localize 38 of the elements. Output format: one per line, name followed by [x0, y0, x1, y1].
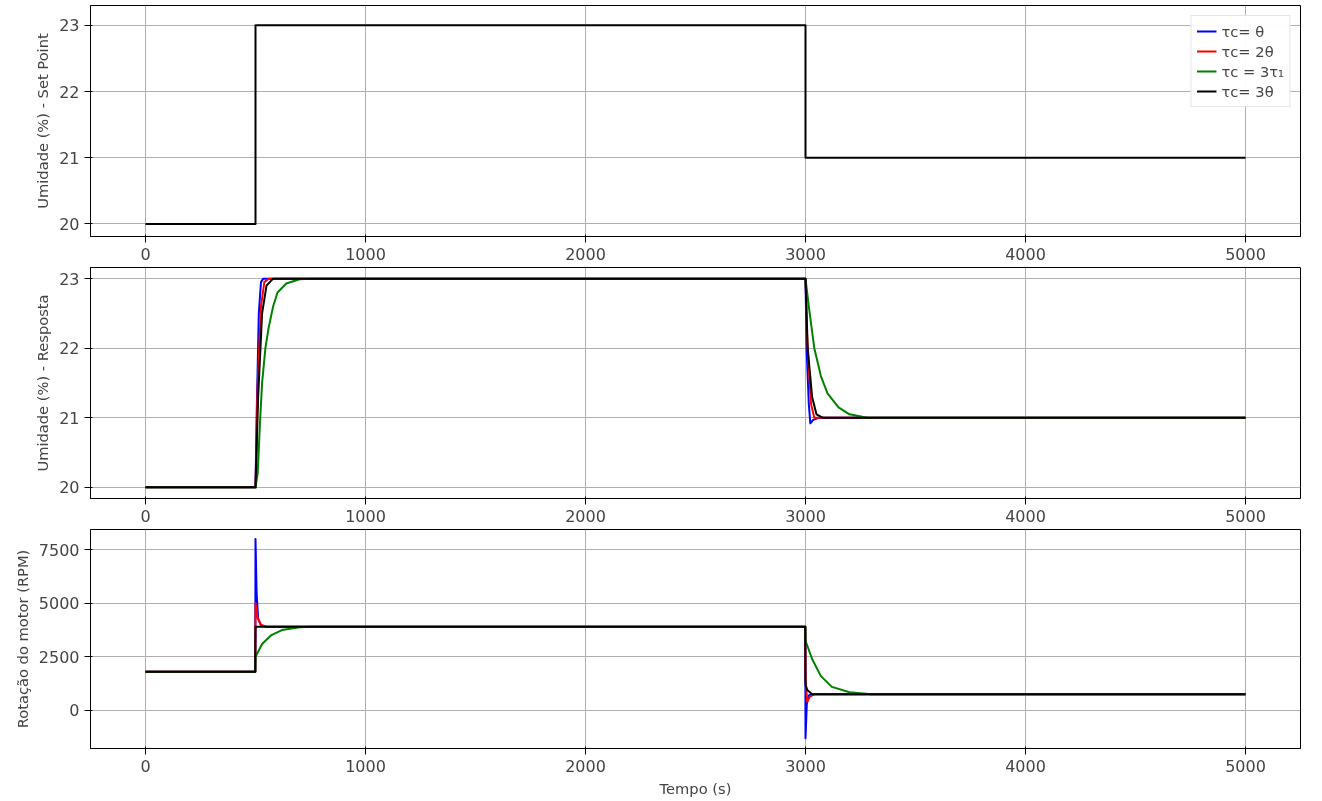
x-tick-label: 5000	[1225, 506, 1266, 526]
y-tick-label: 0	[69, 701, 80, 721]
x-tick-label: 5000	[1225, 756, 1266, 776]
x-tick-label: 2000	[565, 756, 606, 776]
x-tick-label: 1000	[345, 506, 386, 526]
y-tick-label: 2500	[38, 647, 80, 667]
x-tick-label: 2000	[565, 506, 606, 526]
x-axis-title: Tempo (s)	[658, 779, 732, 797]
y-tick-label: 22	[59, 339, 80, 359]
y-axis-title: Rotação do motor (RPM)	[13, 549, 31, 729]
y-tick-label: 5000	[38, 594, 80, 614]
x-tick-label: 2000	[565, 244, 606, 264]
x-tick-label: 3000	[785, 244, 826, 264]
x-tick-label: 0	[140, 506, 151, 526]
y-axis-title: Umidade (%) - Set Point	[34, 33, 52, 209]
x-tick-label: 3000	[785, 506, 826, 526]
x-tick-label: 0	[140, 244, 151, 264]
x-tick-label: 4000	[1005, 244, 1046, 264]
x-tick-label: 4000	[1005, 506, 1046, 526]
x-tick-label: 1000	[345, 756, 386, 776]
x-tick-label: 1000	[345, 244, 386, 264]
x-tick-label: 5000	[1225, 244, 1266, 264]
x-tick-label: 3000	[785, 756, 826, 776]
y-axis-title: Umidade (%) - Resposta	[34, 294, 52, 472]
legend-label: τc= θ	[1221, 22, 1265, 40]
y-tick-label: 20	[59, 214, 80, 234]
y-tick-label: 22	[59, 82, 80, 102]
y-tick-label: 7500	[38, 540, 80, 560]
x-tick-label: 4000	[1005, 756, 1046, 776]
y-tick-label: 23	[59, 269, 80, 289]
y-tick-label: 21	[59, 408, 80, 428]
y-tick-label: 21	[59, 148, 80, 168]
legend-label: τc = 3τ₁	[1221, 62, 1284, 80]
y-tick-label: 20	[59, 478, 80, 498]
legend-label: τc= 3θ	[1221, 82, 1274, 100]
y-tick-label: 23	[59, 16, 80, 36]
legend-label: τc= 2θ	[1221, 42, 1274, 60]
x-tick-label: 0	[140, 756, 151, 776]
